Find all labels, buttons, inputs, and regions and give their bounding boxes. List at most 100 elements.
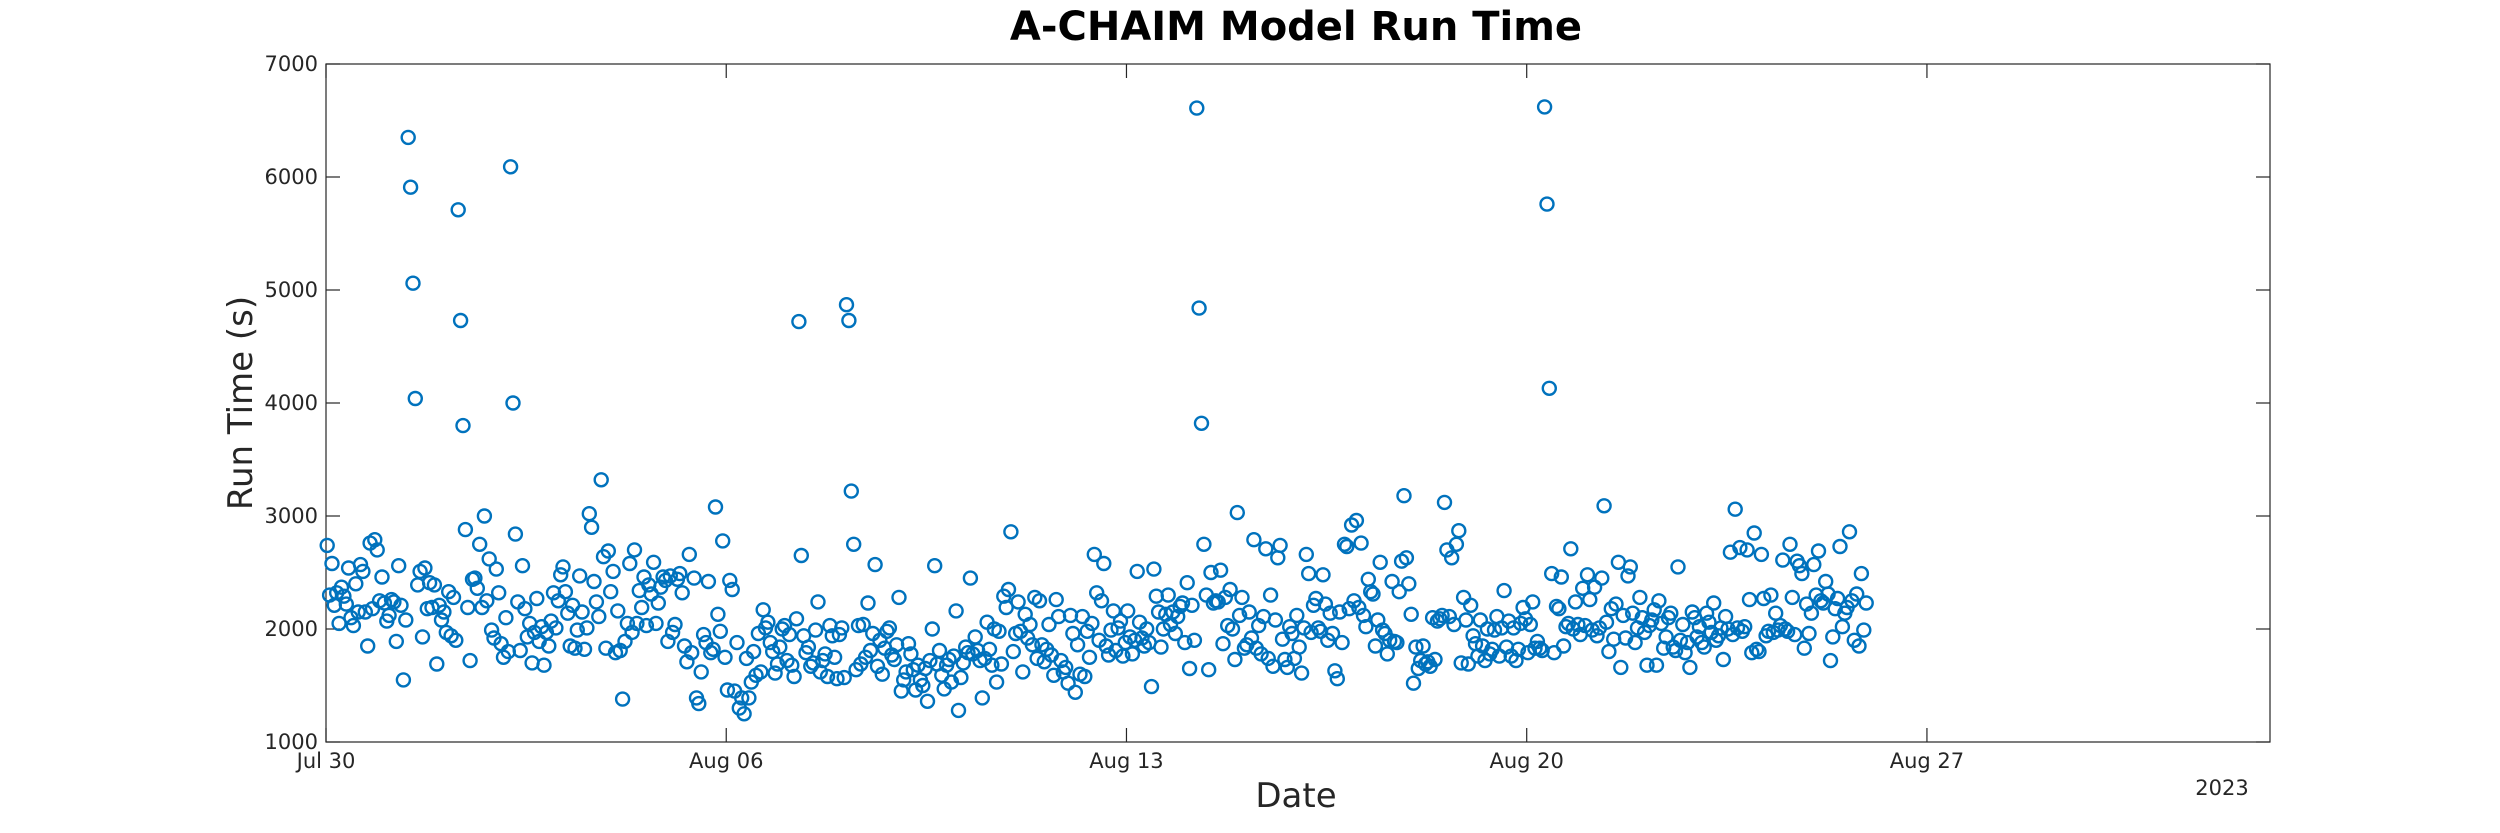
data-point [593, 472, 609, 488]
data-point [1512, 615, 1529, 632]
data-point [1203, 564, 1219, 581]
data-point [1682, 659, 1698, 676]
data-point [1246, 532, 1262, 548]
data-point [591, 608, 607, 625]
data-point [691, 695, 707, 712]
data-point [903, 646, 919, 662]
data-point [1853, 565, 1870, 582]
chart-title: A-CHAIM Model Run Time [1010, 4, 1582, 50]
data-point [1536, 99, 1553, 115]
data-point [1441, 608, 1458, 625]
data-point [1379, 646, 1396, 662]
data-point [948, 603, 964, 619]
data-point [1088, 585, 1105, 601]
data-point [838, 297, 855, 313]
data-point [1796, 640, 1813, 656]
data-point [1186, 632, 1203, 648]
data-point [841, 312, 857, 329]
data-point [1179, 575, 1195, 591]
data-point [1639, 657, 1655, 673]
data-point [874, 666, 890, 682]
data-point [729, 634, 745, 651]
data-point [1222, 581, 1238, 598]
data-point [1343, 517, 1360, 533]
data-point [786, 668, 802, 685]
data-point [1003, 524, 1019, 540]
data-point [1746, 525, 1762, 541]
data-point [1434, 607, 1450, 624]
data-point [1822, 652, 1839, 669]
data-point [467, 570, 483, 586]
data-point [693, 664, 709, 680]
data-point [572, 568, 588, 584]
data-point [381, 607, 397, 624]
data-point [898, 664, 914, 680]
data-point [1701, 614, 1717, 630]
data-point [1677, 645, 1693, 661]
data-point [819, 668, 836, 685]
data-point [1539, 196, 1555, 212]
y-tick-label: 6000 [265, 165, 318, 189]
data-point [1336, 536, 1353, 552]
data-point [736, 706, 752, 722]
data-point [1351, 599, 1367, 616]
data-point [1169, 608, 1186, 625]
data-point [998, 599, 1014, 616]
data-point [1365, 586, 1381, 602]
data-point [462, 652, 478, 669]
data-point [1594, 570, 1610, 586]
data-point [800, 639, 817, 655]
data-point [374, 569, 390, 585]
data-point [1427, 651, 1443, 668]
data-point [481, 551, 497, 567]
y-tick-label: 7000 [265, 52, 318, 76]
data-point [1415, 638, 1431, 654]
data-point [781, 626, 798, 643]
data-point [1322, 605, 1338, 621]
data-point [336, 588, 352, 604]
data-point [1794, 565, 1810, 582]
data-point [457, 521, 474, 538]
data-point [1732, 539, 1748, 556]
data-point [1620, 568, 1636, 584]
data-point [1196, 536, 1212, 552]
data-point [793, 547, 809, 564]
data-point [1462, 597, 1479, 613]
data-point [1398, 550, 1415, 566]
data-point [1110, 620, 1126, 636]
data-point [1048, 591, 1064, 608]
data-point [931, 642, 948, 659]
data-point [1300, 565, 1317, 582]
data-point [1167, 625, 1184, 642]
data-point [348, 576, 364, 592]
data-point [1551, 601, 1567, 617]
x-tick-label: Aug 13 [1089, 749, 1163, 773]
data-point [569, 622, 585, 638]
data-point [988, 674, 1005, 690]
data-point [1479, 621, 1496, 637]
data-point [1755, 590, 1772, 607]
data-point [483, 622, 500, 638]
data-point [557, 584, 574, 600]
data-point [810, 594, 826, 610]
data-point [674, 585, 690, 601]
data-point [734, 690, 750, 706]
data-point [1817, 573, 1834, 590]
data-point [1596, 498, 1612, 514]
data-point [724, 581, 740, 598]
data-point [333, 579, 350, 595]
y-tick-label: 2000 [265, 617, 318, 641]
data-point [788, 611, 805, 627]
data-point [355, 563, 371, 580]
data-point [1177, 634, 1193, 651]
data-point [1615, 607, 1631, 624]
y-axis-label: Run Time (s) [221, 296, 261, 510]
data-point [1436, 494, 1453, 511]
data-point [638, 617, 655, 634]
data-point [993, 656, 1010, 672]
data-point [824, 628, 840, 644]
data-point [1825, 629, 1841, 645]
data-point [1181, 660, 1198, 677]
data-point [536, 657, 552, 673]
